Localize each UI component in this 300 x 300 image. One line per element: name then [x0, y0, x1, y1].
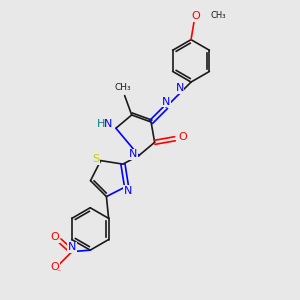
- Text: N: N: [162, 97, 170, 107]
- Text: N: N: [124, 186, 132, 196]
- Text: N: N: [176, 83, 184, 93]
- Text: ⁻: ⁻: [56, 268, 60, 277]
- Text: O: O: [191, 11, 200, 21]
- Text: O: O: [179, 132, 188, 142]
- Text: N: N: [129, 149, 138, 159]
- Text: CH₃: CH₃: [210, 11, 226, 20]
- Text: N: N: [68, 242, 76, 252]
- Text: N: N: [103, 119, 112, 129]
- Text: O: O: [51, 232, 60, 242]
- Text: H: H: [96, 119, 105, 129]
- Text: S: S: [93, 154, 100, 164]
- Text: O: O: [51, 262, 60, 272]
- Text: CH₃: CH₃: [115, 83, 131, 92]
